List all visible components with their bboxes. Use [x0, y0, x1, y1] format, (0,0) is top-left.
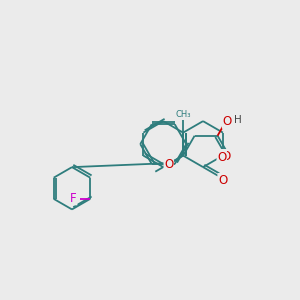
Text: F: F [70, 192, 77, 205]
Text: O: O [217, 151, 226, 164]
Text: O: O [164, 158, 173, 171]
Text: O: O [221, 150, 230, 163]
Text: O: O [218, 174, 227, 187]
Text: H: H [233, 115, 241, 125]
Text: O: O [223, 115, 232, 128]
Text: CH₃: CH₃ [176, 110, 191, 119]
